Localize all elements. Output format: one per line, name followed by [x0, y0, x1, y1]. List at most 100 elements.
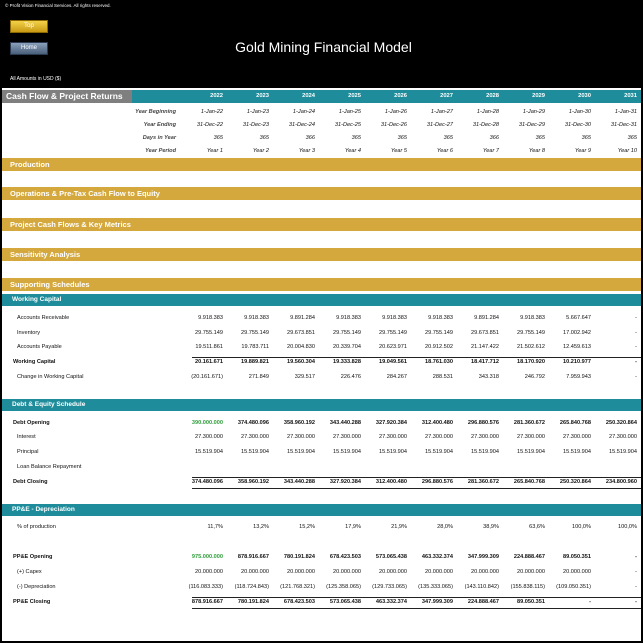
cell-value: 29.755.149 — [333, 330, 361, 336]
cell-value: 38,9% — [483, 524, 499, 530]
cell-value: 29.755.149 — [425, 330, 453, 336]
cell-value: 573.065.438 — [375, 554, 407, 560]
cell-value: (121.768.321) — [280, 584, 315, 590]
cell-value: 15.519.904 — [471, 449, 499, 455]
cell-value: 15,2% — [299, 524, 315, 530]
year: 2028 — [486, 93, 499, 99]
cell-value: (135.333.065) — [418, 584, 453, 590]
cell-value: 9.891.284 — [474, 315, 499, 321]
cell-value: 327.920.384 — [329, 479, 361, 485]
cell-value: (116.083.333) — [188, 584, 223, 590]
cell-value: 374.480.096 — [191, 479, 223, 485]
cell-value: 250.320.864 — [605, 420, 637, 426]
cell-value: 250.320.864 — [559, 479, 591, 485]
cell-value: 27.300.000 — [609, 434, 637, 440]
cell-value: 463.332.374 — [421, 554, 453, 560]
cell-value: 224.888.467 — [513, 554, 545, 560]
timing-value: 1-Jan-31 — [614, 109, 637, 115]
cell-value: 358.960.192 — [237, 479, 269, 485]
year: 2026 — [394, 93, 407, 99]
cell-value: 17.002.942 — [563, 330, 591, 336]
timing-value: Year 6 — [436, 148, 453, 154]
cell-value: (20.161.671) — [191, 374, 223, 380]
row-label: Accounts Receivable — [17, 315, 70, 321]
cell-value: 27.300.000 — [195, 434, 223, 440]
cell-value: 100,0% — [618, 524, 637, 530]
cell-value: - — [635, 584, 637, 590]
cell-value: 780.191.824 — [237, 599, 269, 605]
section-band — [2, 158, 641, 171]
cell-value: 878.916.667 — [237, 554, 269, 560]
cell-value: 18.761.030 — [425, 359, 453, 365]
cell-value: 288.531 — [432, 374, 453, 380]
row-label: PP&E Opening — [13, 554, 53, 560]
cell-value: 347.999.309 — [467, 554, 499, 560]
cell-value: 29.755.149 — [195, 330, 223, 336]
cell-value: 20.000.000 — [379, 569, 407, 575]
year: 2030 — [578, 93, 591, 99]
cell-value: 5.667.647 — [566, 315, 591, 321]
cell-value: 29.755.149 — [241, 330, 269, 336]
cell-value: 20.000.000 — [563, 569, 591, 575]
year: 2029 — [532, 93, 545, 99]
cell-value: (109.050.351) — [556, 584, 591, 590]
row-label: Accounts Payable — [17, 344, 62, 350]
row-label: Inventory — [17, 330, 41, 336]
cell-value: 18.417.712 — [471, 359, 499, 365]
top-button[interactable]: Top — [10, 20, 48, 33]
cell-value: 15.519.904 — [195, 449, 223, 455]
section-title: Sensitivity Analysis — [10, 250, 81, 259]
cell-value: 21,9% — [391, 524, 407, 530]
cell-value: 19.783.711 — [241, 344, 269, 350]
cell-value: 21.147.422 — [471, 344, 499, 350]
cell-value: 281.360.672 — [513, 420, 545, 426]
cell-value: 29.755.149 — [517, 330, 545, 336]
cell-value: - — [635, 554, 637, 560]
header-band — [2, 2, 641, 88]
row-label: (-) Depreciation — [17, 584, 56, 590]
cell-value: 63,6% — [529, 524, 545, 530]
cell-value: 20.161.671 — [195, 359, 223, 365]
cell-value: 20.000.000 — [287, 569, 315, 575]
year: 2031 — [624, 93, 637, 99]
cell-value: 329.517 — [294, 374, 315, 380]
cell-value: 9.918.383 — [198, 315, 223, 321]
timing-value: 365 — [581, 135, 591, 141]
timing-label: Days in Year — [142, 135, 176, 141]
cell-value: 312.400.480 — [375, 479, 407, 485]
year-header-band — [132, 90, 641, 103]
timing-value: 31-Dec-23 — [242, 122, 269, 128]
row-label: Debt Closing — [13, 479, 48, 485]
cell-value: 20.000.000 — [241, 569, 269, 575]
cell-value: (118.724.843) — [234, 584, 269, 590]
cell-value: 573.065.438 — [329, 599, 361, 605]
timing-value: 1-Jan-28 — [476, 109, 499, 115]
cell-value: 343.440.288 — [329, 420, 361, 426]
row-label: Loan Balance Repayment — [17, 464, 82, 470]
timing-value: Year 2 — [252, 148, 269, 154]
cell-value: 100,0% — [572, 524, 591, 530]
cell-value: 15.519.904 — [333, 449, 361, 455]
schedule-title: Working Capital — [12, 296, 62, 303]
cell-value: 281.360.672 — [467, 479, 499, 485]
timing-value: Year 1 — [206, 148, 223, 154]
cell-value: - — [635, 315, 637, 321]
cell-value: (125.358.065) — [326, 584, 361, 590]
cell-value: 20.000.000 — [517, 569, 545, 575]
cell-value: 15.519.904 — [425, 449, 453, 455]
section-title: Project Cash Flows & Key Metrics — [10, 220, 131, 229]
timing-value: 1-Jan-25 — [338, 109, 361, 115]
cell-value: 878.916.667 — [191, 599, 223, 605]
timing-label: Year Beginning — [135, 109, 176, 115]
cell-value: 15.519.904 — [287, 449, 315, 455]
cell-value: 20.912.502 — [425, 344, 453, 350]
schedule-title: PP&E - Depreciation — [12, 506, 75, 513]
cell-value: 780.191.824 — [283, 554, 315, 560]
year: 2022 — [210, 93, 223, 99]
cell-value: (143.110.842) — [464, 584, 499, 590]
home-button[interactable]: Home — [10, 42, 48, 55]
cell-value: 29.755.149 — [379, 330, 407, 336]
timing-value: 31-Dec-24 — [288, 122, 315, 128]
cell-value: 10.210.977 — [563, 359, 591, 365]
